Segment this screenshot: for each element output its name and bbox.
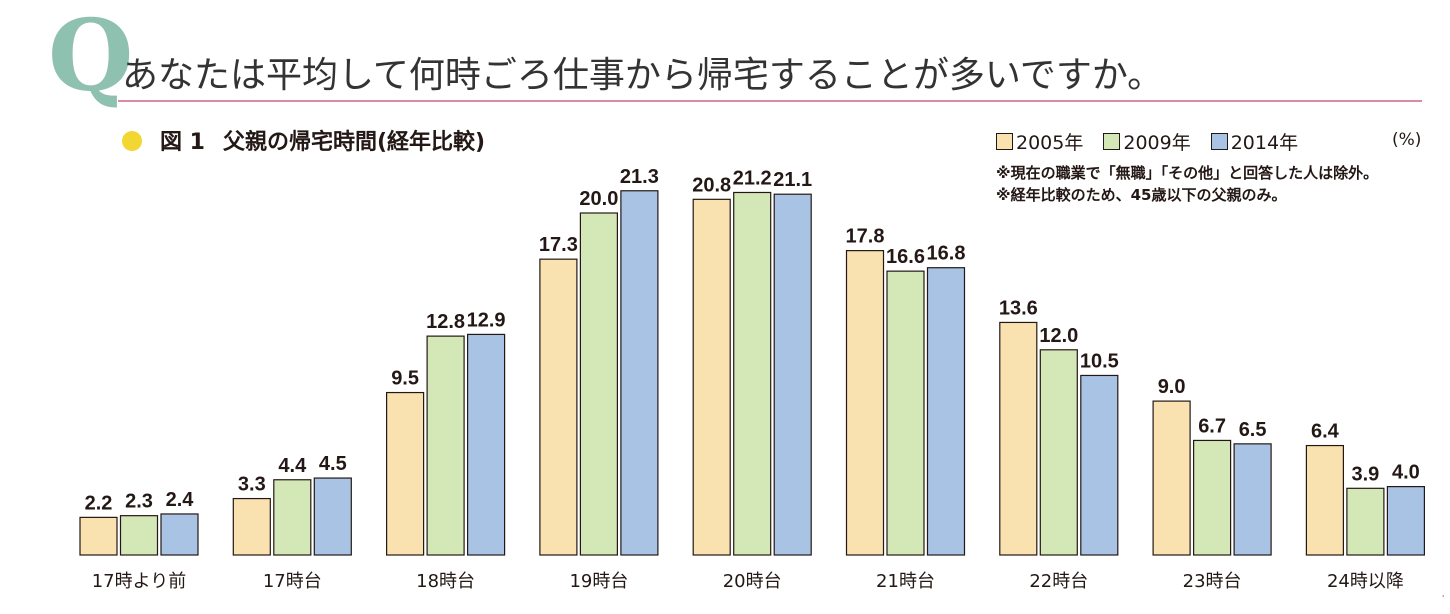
bar: [999, 321, 1038, 556]
data-label: 10.5: [1080, 350, 1119, 372]
unit-label: (%): [1392, 130, 1422, 150]
corner-mark: ': [1442, 594, 1445, 603]
note-line: ※現在の職業で「無職」「その他」と回答した人は除外。: [996, 164, 1379, 182]
category-label: 17時より前: [92, 571, 187, 592]
data-label: 20.0: [579, 188, 618, 210]
bar: [1386, 486, 1426, 556]
title-rule: [118, 100, 1422, 102]
legend: 2005年 2009年 2014年: [996, 128, 1298, 155]
data-label: 3.9: [1351, 463, 1379, 485]
data-label: 20.8: [692, 174, 731, 196]
bar: [886, 270, 925, 556]
data-label: 12.9: [467, 309, 506, 331]
category-label: 22時台: [1029, 571, 1088, 592]
note-line: ※経年比較のため、45歳以下の父親のみ。: [996, 186, 1287, 204]
legend-swatch-2014: [1210, 133, 1228, 150]
question-title: あなたは平均して何時ごろ仕事から帰宅することが多いですか。: [122, 55, 1164, 96]
bar: [160, 513, 199, 556]
data-label: 6.4: [1311, 421, 1340, 443]
data-label: 9.5: [391, 368, 419, 390]
bar: [773, 193, 812, 556]
data-label: 21.1: [773, 169, 812, 191]
bar: [386, 391, 425, 556]
bar: [79, 516, 118, 556]
bar: [1192, 439, 1232, 556]
data-label: 4.4: [278, 455, 307, 477]
data-label: 12.8: [426, 311, 465, 333]
legend-label-2014: 2014年: [1230, 132, 1299, 154]
data-label: 2.2: [85, 492, 113, 514]
category-label: 20時台: [723, 571, 782, 592]
bar: [1346, 487, 1385, 556]
bar: [692, 198, 731, 556]
figure-title-text: 父親の帰宅時間(経年比較): [222, 130, 486, 155]
bar: [845, 250, 885, 556]
category-label: 17時台: [263, 571, 322, 592]
bar: [539, 258, 578, 556]
bar: [733, 191, 772, 556]
legend-label-2009: 2009年: [1123, 132, 1191, 154]
figure-title: 図 1 父親の帰宅時間(経年比較): [160, 124, 485, 156]
bar: [926, 267, 966, 556]
legend-swatch-2005: [996, 133, 1013, 150]
legend-label-2005: 2005年: [1016, 132, 1084, 154]
bar: [273, 479, 312, 556]
data-label: 17.3: [539, 234, 578, 256]
data-label: 3.3: [238, 474, 266, 496]
bar: [232, 497, 271, 556]
data-label: 4.0: [1392, 462, 1420, 484]
figure-number: 図 1: [160, 130, 205, 155]
bar: [1233, 443, 1272, 556]
data-label: 6.5: [1239, 419, 1267, 441]
category-label: 24時以降: [1327, 571, 1404, 592]
data-label: 17.8: [846, 226, 885, 248]
bar: [1039, 349, 1078, 556]
category-label: 23時台: [1183, 571, 1242, 592]
data-label: 21.3: [620, 166, 659, 188]
legend-item-2014: 2014年: [1210, 128, 1299, 155]
bar: [1152, 400, 1191, 556]
data-label: 6.7: [1198, 415, 1226, 437]
data-label: 16.8: [927, 243, 966, 265]
bar: [1080, 374, 1119, 556]
bar: [119, 515, 159, 556]
legend-swatch-2009: [1103, 133, 1121, 150]
notes: ※現在の職業で「無職」「その他」と回答した人は除外。 ※経年比較のため、45歳以…: [996, 162, 1378, 206]
data-label: 2.3: [125, 491, 153, 513]
data-label: 2.4: [166, 489, 195, 511]
category-label: 18時台: [416, 571, 475, 592]
bar: [620, 190, 659, 556]
data-label: 9.0: [1158, 376, 1186, 398]
bar: [579, 212, 619, 556]
legend-item-2005: 2005年: [996, 128, 1083, 155]
data-label: 13.6: [999, 297, 1038, 319]
data-label: 16.6: [886, 246, 925, 268]
data-label: 21.2: [733, 167, 772, 189]
data-label: 4.5: [319, 453, 347, 475]
bar: [313, 477, 352, 556]
q-mark: Q: [48, 0, 134, 114]
bar: [467, 333, 506, 556]
bar: [426, 335, 465, 556]
bar: [1305, 444, 1345, 556]
category-label: 19時台: [569, 571, 628, 592]
bullet-dot-icon: [122, 131, 142, 151]
category-label: 21時台: [876, 571, 935, 592]
legend-item-2009: 2009年: [1103, 128, 1191, 155]
data-label: 12.0: [1039, 325, 1078, 347]
